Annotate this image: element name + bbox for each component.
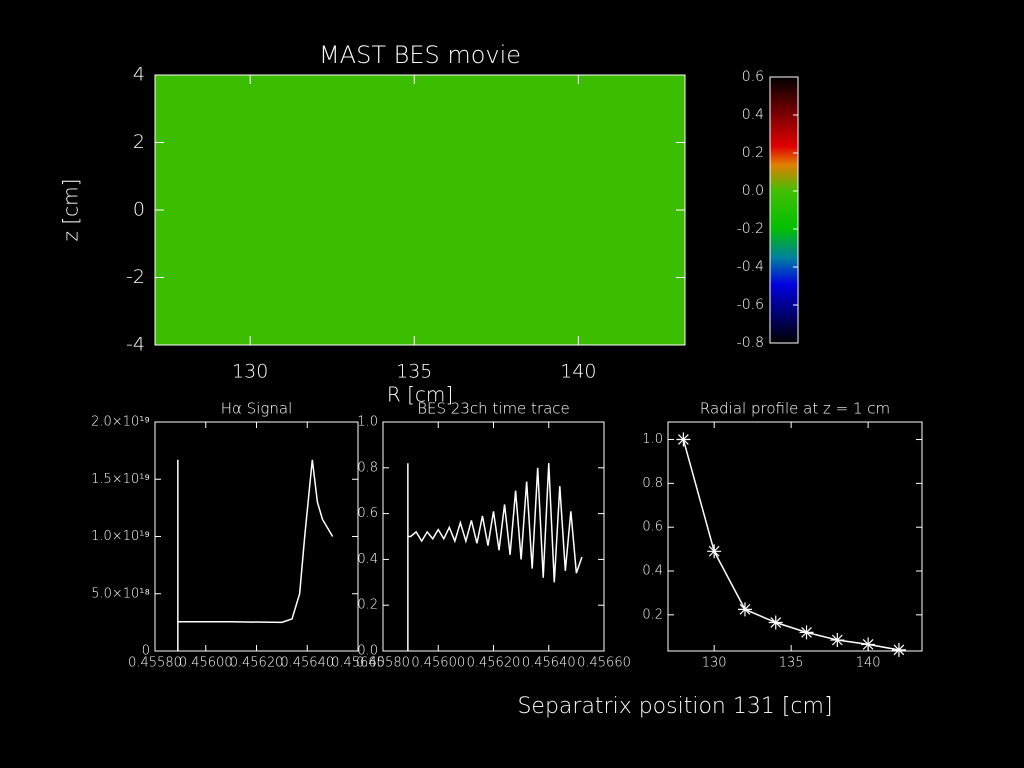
footer: Separatrix position 131 [cm] (517, 694, 832, 719)
x-tick-label: 0.45620 (230, 656, 284, 671)
x-tick-label: 0.45640 (522, 656, 576, 671)
y-tick-label: 0.0 (357, 644, 378, 659)
star-marker (707, 544, 722, 559)
colorbar-tick-label: -0.4 (737, 259, 764, 275)
x-tick-label: 135 (779, 656, 804, 671)
y-tick-label: 0 (142, 644, 150, 659)
line (407, 463, 583, 651)
y-tick-label: 0.2 (642, 607, 663, 622)
x-tick-label: 0.45600 (179, 656, 233, 671)
x-tick-label: 0.45660 (577, 656, 631, 671)
star-marker (768, 615, 783, 630)
x-tick-label: 0.45600 (411, 656, 465, 671)
star-marker (799, 625, 814, 640)
y-tick-label: 0.4 (642, 564, 663, 579)
star-marker (861, 637, 876, 652)
chart-title: Hα Signal (221, 400, 293, 418)
y-tick-label: 0.6 (357, 506, 378, 521)
y-tick-label: 0.8 (357, 460, 378, 475)
y-tick-label: 2 (133, 131, 145, 153)
y-tick-label: 5.0×10¹⁸ (91, 586, 150, 601)
colorbar-tick-label: -0.2 (737, 221, 764, 237)
line (682, 439, 900, 651)
colorbar-tick-label: 0.2 (742, 145, 764, 161)
y-tick-label: 4 (133, 64, 145, 86)
x-tick-label: 0.45580 (128, 656, 182, 671)
x-tick-label: 0.45620 (467, 656, 521, 671)
colorbar-tick-label: -0.6 (737, 297, 764, 313)
chart-title: Radial profile at z = 1 cm (700, 400, 890, 418)
x-tick-label: 0.45640 (280, 656, 334, 671)
y-tick-label: 0.6 (642, 520, 663, 535)
x-tick-label: 140 (560, 361, 596, 383)
y-tick-label: 2.0×10¹⁹ (91, 415, 150, 430)
plot-frame (382, 421, 605, 652)
colorbar-tick-label: -0.8 (737, 335, 764, 351)
y-tick-label: -2 (126, 266, 145, 288)
colorbar (769, 76, 799, 344)
colorbar-tick-label: 0.0 (742, 183, 764, 199)
plot-frame (154, 421, 359, 652)
colorbar-tick-label: 0.4 (742, 107, 764, 123)
plot-frame (667, 421, 923, 652)
star-marker (737, 602, 752, 617)
x-tick-label: 0.45580 (356, 656, 410, 671)
star-marker (676, 432, 691, 447)
line (177, 459, 334, 651)
y-tick-label: 0.8 (642, 476, 663, 491)
star-marker (830, 633, 845, 648)
x-tick-label: 140 (856, 656, 881, 671)
y-tick-label: 0 (133, 199, 145, 221)
y-tick-label: -4 (126, 334, 145, 356)
colorbar-tick-label: 0.6 (742, 69, 764, 85)
x-tick-label: 130 (702, 656, 727, 671)
x-axis-label: R [cm] (387, 383, 453, 407)
y-tick-label: 0.2 (357, 598, 378, 613)
star-marker (891, 642, 906, 657)
y-tick-label: 1.0 (642, 432, 663, 447)
y-axis-label: z [cm] (59, 179, 83, 242)
y-tick-label: 1.0×10¹⁹ (91, 529, 150, 544)
x-tick-label: 130 (232, 361, 268, 383)
y-tick-label: 1.0 (357, 415, 378, 430)
x-tick-label: 135 (396, 361, 432, 383)
x-tick-label: 0.45660 (331, 656, 385, 671)
chart-title: MAST BES movie (319, 41, 521, 69)
chart-title: BES 23ch time trace (417, 400, 570, 418)
y-tick-label: 0.4 (357, 552, 378, 567)
y-tick-label: 1.5×10¹⁹ (91, 472, 150, 487)
heatmap-cell (155, 75, 685, 345)
